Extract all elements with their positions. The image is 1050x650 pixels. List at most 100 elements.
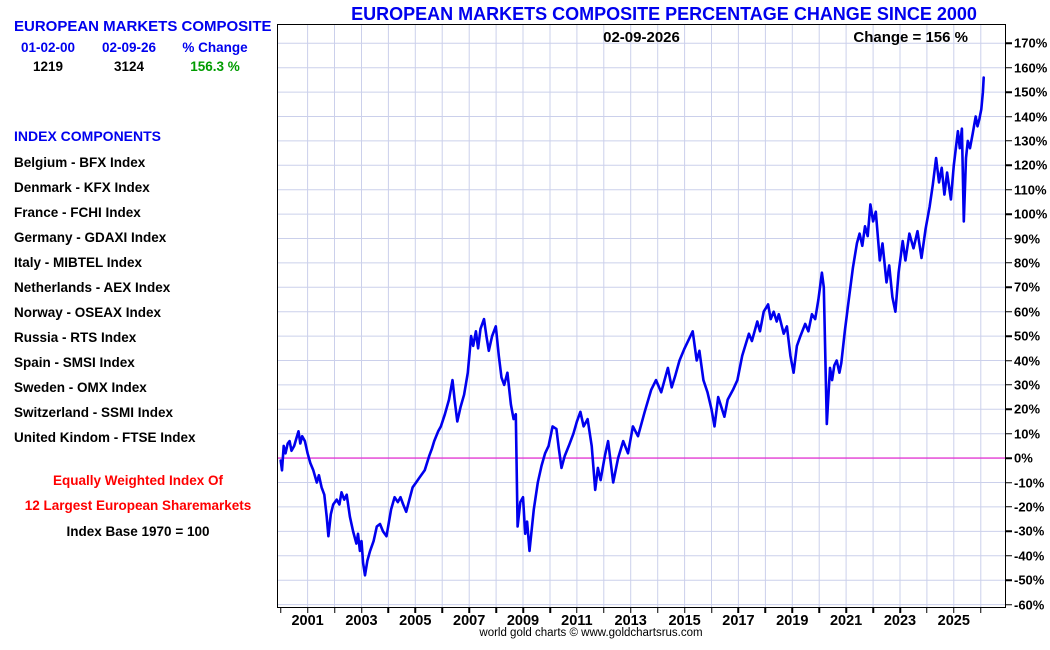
y-axis-label: -60% <box>1014 597 1045 613</box>
x-axis-label: 2021 <box>829 613 863 629</box>
y-tick <box>1005 457 1012 459</box>
y-axis-label: 160% <box>1014 60 1048 76</box>
x-tick <box>576 606 578 613</box>
stats-values-row: 1219 3124 156.3 % <box>8 59 260 74</box>
y-axis-label: 90% <box>1014 231 1041 246</box>
x-tick <box>468 606 470 613</box>
y-tick <box>1005 359 1012 362</box>
component-item: Sweden - OMX Index <box>14 380 147 395</box>
x-axis-label: 2013 <box>614 613 647 629</box>
x-tick <box>441 606 443 613</box>
components-heading: INDEX COMPONENTS <box>14 128 162 144</box>
chart-title: EUROPEAN MARKETS COMPOSITE PERCENTAGE CH… <box>351 4 977 24</box>
y-axis-label: 130% <box>1014 133 1048 149</box>
y-axis-label: 70% <box>1014 279 1041 295</box>
x-tick <box>656 606 659 613</box>
x-tick <box>953 606 955 613</box>
y-tick <box>1005 262 1012 264</box>
info-panel: EUROPEAN MARKETS COMPOSITE 01-02-00 02-0… <box>0 0 276 650</box>
y-axis-label: 150% <box>1014 84 1048 100</box>
y-axis-label: 40% <box>1014 353 1041 368</box>
x-tick <box>926 606 928 613</box>
x-axis-label: 2001 <box>291 613 324 629</box>
plot-svg-container <box>277 24 1005 607</box>
x-tick <box>899 606 901 613</box>
y-axis-label: -40% <box>1014 548 1045 564</box>
footnote-line-1: Equally Weighted Index Of <box>52 473 224 488</box>
component-item: Netherlands - AEX Index <box>14 280 171 295</box>
chart-svg <box>277 24 1005 607</box>
x-tick <box>629 606 632 613</box>
y-tick <box>1005 603 1012 606</box>
y-tick <box>1005 335 1012 337</box>
y-tick <box>1005 213 1012 215</box>
y-tick <box>1005 140 1012 142</box>
x-tick <box>737 606 740 613</box>
y-tick <box>1005 432 1012 435</box>
x-tick <box>764 606 767 613</box>
y-axis-label: -20% <box>1014 499 1045 515</box>
x-axis-label: 2009 <box>506 613 540 629</box>
y-axis-label: -10% <box>1014 475 1045 490</box>
y-tick <box>1005 555 1012 557</box>
stats-header-row: 01-02-00 02-09-26 % Change <box>8 40 260 55</box>
stats-end-value: 3124 <box>113 59 145 74</box>
copyright-footer: world gold charts © www.goldchartsrus.co… <box>479 627 703 639</box>
stats-end-date: 02-09-26 <box>101 40 157 55</box>
component-item: Germany - GDAXI Index <box>14 230 167 245</box>
x-axis-label: 2015 <box>668 613 701 629</box>
y-axis-label: 20% <box>1014 401 1041 417</box>
component-item: Spain - SMSI Index <box>14 355 135 370</box>
x-axis-label: 2023 <box>883 613 917 629</box>
panel-heading: EUROPEAN MARKETS COMPOSITE <box>14 18 272 35</box>
x-tick <box>791 606 794 613</box>
x-axis-label: 2019 <box>776 613 809 629</box>
component-item: Switzerland - SSMI Index <box>14 405 174 420</box>
x-axis-label: 2005 <box>399 613 432 629</box>
price-line <box>278 75 985 577</box>
stats-change-value: 156.3 % <box>190 59 240 74</box>
x-tick <box>549 606 551 613</box>
x-tick <box>980 606 982 613</box>
y-tick <box>1005 42 1012 45</box>
stats-change-header: % Change <box>182 40 248 55</box>
y-tick <box>1005 481 1012 484</box>
y-tick <box>1005 384 1012 386</box>
component-item: Italy - MIBTEL Index <box>14 255 143 270</box>
x-axis-label: 2007 <box>453 613 486 629</box>
x-axis-label: 2003 <box>345 613 378 629</box>
x-tick <box>818 606 820 613</box>
y-axis-label: 170% <box>1014 35 1048 51</box>
component-item: Denmark - KFX Index <box>14 180 150 195</box>
component-item: France - FCHI Index <box>14 205 141 220</box>
y-axis-label: 110% <box>1014 182 1047 198</box>
x-axis-label: 2017 <box>722 613 755 629</box>
component-item: United Kindom - FTSE Index <box>14 430 196 445</box>
y-tick <box>1005 188 1012 191</box>
x-tick <box>306 606 309 613</box>
component-item: Russia - RTS Index <box>14 330 137 345</box>
x-tick <box>603 606 605 613</box>
y-tick <box>1005 237 1012 240</box>
y-tick <box>1005 506 1012 508</box>
components-list: Belgium - BFX Index Denmark - KFX Index Fr… <box>14 150 196 450</box>
x-tick <box>387 606 390 613</box>
y-axis-label: 0% <box>1014 450 1033 466</box>
x-tick <box>360 606 363 613</box>
y-tick <box>1005 530 1012 533</box>
x-tick <box>522 606 524 613</box>
y-axis-label: 80% <box>1014 255 1041 271</box>
x-tick <box>872 606 874 613</box>
y-tick <box>1005 164 1012 167</box>
y-axis-label: 30% <box>1014 377 1041 393</box>
x-axis-label: 2011 <box>561 613 593 629</box>
y-tick <box>1005 286 1012 289</box>
stats-start-value: 1219 <box>32 59 64 74</box>
y-tick <box>1005 66 1012 69</box>
plot-area <box>276 23 1006 608</box>
y-tick <box>1005 579 1012 581</box>
y-axis-label: 120% <box>1014 157 1048 173</box>
grid <box>277 24 1005 607</box>
y-axis-label: -50% <box>1014 572 1045 588</box>
